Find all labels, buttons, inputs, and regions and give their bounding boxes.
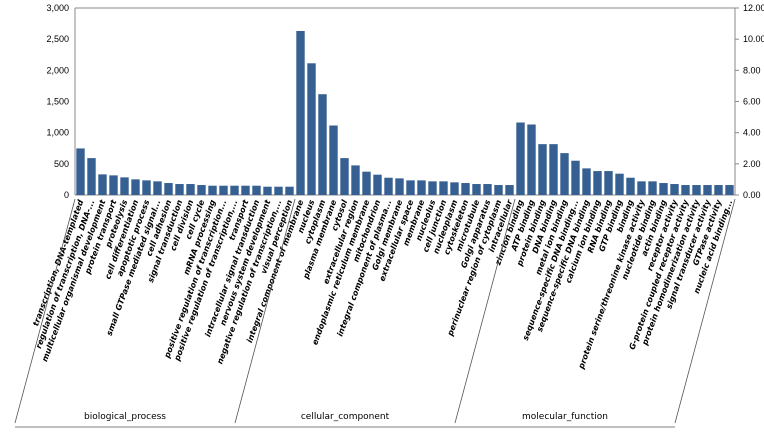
bar	[285, 186, 294, 195]
bar	[219, 185, 228, 195]
y2-tick-label: 2.00	[743, 159, 761, 169]
bar	[406, 180, 415, 195]
bar	[714, 185, 723, 195]
y-tick-label: 2,500	[46, 34, 69, 44]
bar	[659, 183, 668, 195]
bar	[494, 185, 503, 195]
bar	[208, 185, 217, 195]
bar	[87, 158, 96, 195]
bar	[384, 177, 393, 195]
group-divider	[454, 198, 516, 424]
bar	[670, 184, 679, 195]
bar	[109, 175, 118, 195]
bar	[604, 171, 613, 195]
bar	[296, 31, 305, 195]
y2-tick-label: 6.00	[743, 97, 761, 107]
bar	[197, 185, 206, 195]
bar	[153, 181, 162, 195]
bar	[230, 185, 239, 195]
bar	[318, 94, 327, 195]
bar	[186, 184, 195, 195]
bar	[461, 183, 470, 195]
bar	[516, 122, 525, 195]
bar	[175, 184, 184, 195]
bar	[692, 185, 701, 195]
bar	[593, 171, 602, 195]
bar	[527, 124, 536, 195]
bar	[329, 125, 338, 195]
y2-tick-label: 10.00	[743, 34, 764, 44]
bar	[681, 185, 690, 195]
y-tick-label: 1,500	[46, 97, 69, 107]
bar	[582, 168, 591, 195]
bar	[560, 153, 569, 195]
bar	[142, 180, 151, 195]
bar	[472, 184, 481, 195]
bar	[703, 185, 712, 195]
y-tick-label: 2,000	[46, 65, 69, 75]
group-label: cellular_component	[301, 412, 390, 422]
bar	[76, 148, 85, 195]
group-labels: biological_process cellular_component mole…	[14, 198, 736, 428]
bar	[428, 181, 437, 195]
bars	[76, 31, 734, 195]
axes: 0 500 1,000 1,500 2,000 2,500 3,000 0.00 2.00 4.0…	[46, 3, 764, 200]
bar	[725, 185, 734, 195]
bar	[571, 160, 580, 195]
bar	[263, 186, 272, 195]
bar	[626, 177, 635, 195]
bar	[241, 185, 250, 195]
y2-tick-label: 12.00	[743, 3, 764, 13]
bar	[120, 177, 129, 195]
bar	[538, 144, 547, 195]
group-label: biological_process	[84, 412, 166, 422]
bar	[351, 165, 360, 195]
bar	[648, 181, 657, 195]
bar	[439, 181, 448, 195]
y-tick-label: 500	[54, 159, 69, 169]
bar	[307, 63, 316, 195]
bar	[274, 186, 283, 195]
bar	[362, 171, 371, 195]
bar	[615, 173, 624, 195]
bar	[98, 174, 107, 195]
bar	[549, 144, 558, 195]
y-tick-label: 3,000	[46, 3, 69, 13]
bar	[395, 178, 404, 195]
group-label: molecular_function	[522, 412, 608, 422]
bar	[373, 174, 382, 195]
bar	[164, 183, 173, 195]
bar	[450, 182, 459, 195]
y-tick-label: 0	[64, 190, 69, 200]
group-divider	[674, 198, 736, 424]
group-divider	[234, 198, 296, 424]
y2-tick-label: 0.00	[743, 190, 761, 200]
bar	[340, 158, 349, 195]
bar	[417, 180, 426, 195]
bar	[131, 179, 140, 195]
bar	[252, 185, 261, 195]
bar	[637, 181, 646, 195]
group-divider	[14, 198, 76, 424]
y2-tick-label: 4.00	[743, 128, 761, 138]
y-tick-label: 1,000	[46, 128, 69, 138]
y2-tick-label: 8.00	[743, 65, 761, 75]
bar	[505, 185, 514, 195]
bar	[483, 184, 492, 195]
